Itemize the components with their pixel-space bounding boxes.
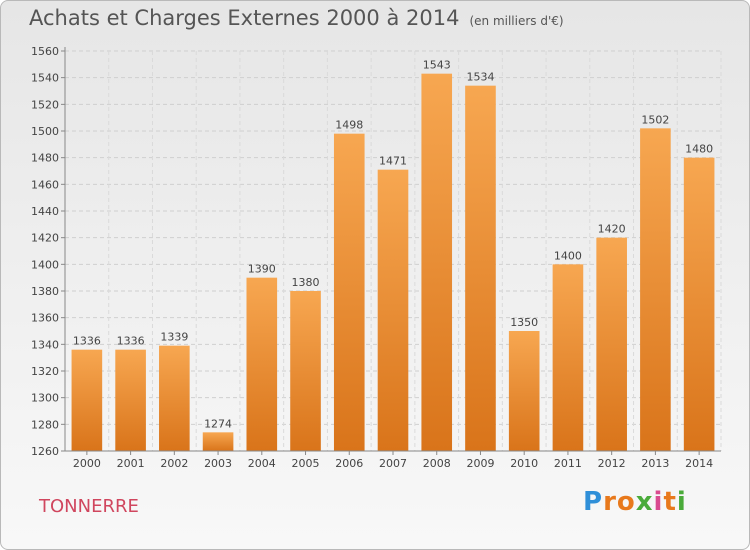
ytick-label: 1460 xyxy=(31,178,59,191)
ytick-label: 1260 xyxy=(31,445,59,458)
ytick-label: 1300 xyxy=(31,392,59,405)
logo-letter: o xyxy=(616,487,636,517)
xtick-label: 2012 xyxy=(598,457,626,470)
ytick-label: 1340 xyxy=(31,338,59,351)
chart-subtitle: (en milliers d'€) xyxy=(469,14,564,28)
bar-2002 xyxy=(159,345,190,451)
bar-2004 xyxy=(246,277,278,451)
labels: 1260 1280 1300 1320 1340 1360 1380 1400 1420 1440… xyxy=(31,45,713,470)
xtick-label: 2013 xyxy=(641,457,669,470)
logo-letter: t xyxy=(663,487,677,517)
data-label: 1498 xyxy=(335,119,363,132)
xtick-label: 2003 xyxy=(204,457,232,470)
xtick-label: 2011 xyxy=(554,457,582,470)
bars xyxy=(71,73,715,452)
data-label: 1420 xyxy=(598,223,626,236)
chart-title-text: Achats et Charges Externes 2000 à 2014 xyxy=(29,6,460,30)
xtick-label: 2014 xyxy=(685,457,713,470)
data-label: 1471 xyxy=(379,155,407,168)
ytick-label: 1480 xyxy=(31,152,59,165)
data-label: 1339 xyxy=(160,331,188,344)
location-label: TONNERRE xyxy=(39,496,139,517)
ytick-label: 1520 xyxy=(31,98,59,111)
data-label: 1534 xyxy=(466,71,494,84)
ytick-label: 1500 xyxy=(31,125,59,138)
chart-title: Achats et Charges Externes 2000 à 2014 (e… xyxy=(29,6,564,30)
ytick-label: 1280 xyxy=(31,418,59,431)
bar-2010 xyxy=(508,331,540,451)
data-label: 1336 xyxy=(73,335,101,348)
bar-2006 xyxy=(333,133,365,451)
xtick-label: 2007 xyxy=(379,457,407,470)
proxiti-logo: Proxiti xyxy=(583,487,687,517)
xtick-label: 2001 xyxy=(117,457,145,470)
data-label: 1380 xyxy=(292,276,320,289)
bar-2009 xyxy=(465,85,496,452)
bar-2012 xyxy=(596,237,627,451)
ytick-label: 1320 xyxy=(31,365,59,378)
ytick-label: 1400 xyxy=(31,258,59,271)
xtick-label: 2009 xyxy=(466,457,494,470)
logo-letter: i xyxy=(653,487,664,517)
xtick-label: 2004 xyxy=(248,457,276,470)
bar-2011 xyxy=(552,264,584,451)
bar-2000 xyxy=(71,349,103,451)
bar-2007 xyxy=(377,169,409,451)
data-label: 1274 xyxy=(204,417,232,430)
logo-letter: x xyxy=(635,487,654,517)
bar-2014 xyxy=(683,157,715,451)
ytick-label: 1380 xyxy=(31,285,59,298)
data-label: 1480 xyxy=(685,143,713,156)
ytick-label: 1560 xyxy=(31,45,59,58)
bar-2008 xyxy=(421,73,453,452)
data-label: 1502 xyxy=(641,113,669,126)
bar-2003 xyxy=(202,432,234,451)
xtick-label: 2002 xyxy=(160,457,188,470)
data-label: 1336 xyxy=(117,335,145,348)
ytick-label: 1360 xyxy=(31,312,59,325)
xtick-label: 2010 xyxy=(510,457,538,470)
axes xyxy=(61,47,721,455)
data-label: 1543 xyxy=(423,59,451,72)
xtick-label: 2000 xyxy=(73,457,101,470)
data-label: 1390 xyxy=(248,263,276,276)
xtick-label: 2006 xyxy=(335,457,363,470)
xtick-label: 2008 xyxy=(423,457,451,470)
ytick-label: 1540 xyxy=(31,72,59,85)
logo-letter: P xyxy=(583,487,604,517)
logo-letter: i xyxy=(676,487,687,517)
bar-2001 xyxy=(115,349,146,451)
bar-2005 xyxy=(290,291,321,451)
data-label: 1350 xyxy=(510,316,538,329)
logo-letter: r xyxy=(603,487,617,517)
data-label: 1400 xyxy=(554,249,582,262)
ytick-label: 1420 xyxy=(31,232,59,245)
xtick-label: 2005 xyxy=(292,457,320,470)
ytick-label: 1440 xyxy=(31,205,59,218)
bar-2013 xyxy=(640,128,671,451)
